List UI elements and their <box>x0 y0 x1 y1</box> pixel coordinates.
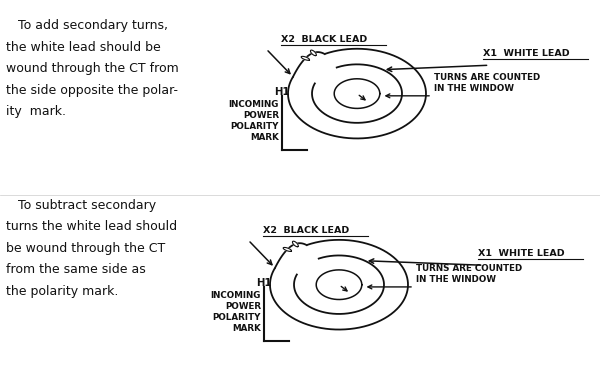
Text: H1: H1 <box>256 278 271 288</box>
Text: To subtract secondary: To subtract secondary <box>6 199 156 212</box>
Text: the side opposite the polar-: the side opposite the polar- <box>6 84 178 97</box>
Text: be wound through the CT: be wound through the CT <box>6 242 165 255</box>
Polygon shape <box>301 56 310 60</box>
Text: ity  mark.: ity mark. <box>6 105 66 118</box>
Text: X1  WHITE LEAD: X1 WHITE LEAD <box>484 49 570 58</box>
Text: the polarity mark.: the polarity mark. <box>6 285 118 298</box>
Text: from the same side as: from the same side as <box>6 263 146 276</box>
Text: INCOMING
POWER
POLARITY
MARK: INCOMING POWER POLARITY MARK <box>211 291 261 333</box>
Text: TURNS ARE COUNTED
IN THE WINDOW: TURNS ARE COUNTED IN THE WINDOW <box>416 264 522 284</box>
Text: To add secondary turns,: To add secondary turns, <box>6 20 168 32</box>
Text: H1: H1 <box>274 87 289 97</box>
Text: INCOMING
POWER
POLARITY
MARK: INCOMING POWER POLARITY MARK <box>229 100 279 142</box>
Polygon shape <box>292 241 298 247</box>
Text: the white lead should be: the white lead should be <box>6 41 161 54</box>
Text: X2  BLACK LEAD: X2 BLACK LEAD <box>281 35 367 44</box>
Polygon shape <box>310 50 316 56</box>
Text: turns the white lead should: turns the white lead should <box>6 220 177 233</box>
Text: X2  BLACK LEAD: X2 BLACK LEAD <box>263 226 349 235</box>
Text: X1  WHITE LEAD: X1 WHITE LEAD <box>478 249 564 258</box>
Text: wound through the CT from: wound through the CT from <box>6 62 179 75</box>
Text: TURNS ARE COUNTED
IN THE WINDOW: TURNS ARE COUNTED IN THE WINDOW <box>434 73 540 93</box>
Polygon shape <box>283 247 292 252</box>
